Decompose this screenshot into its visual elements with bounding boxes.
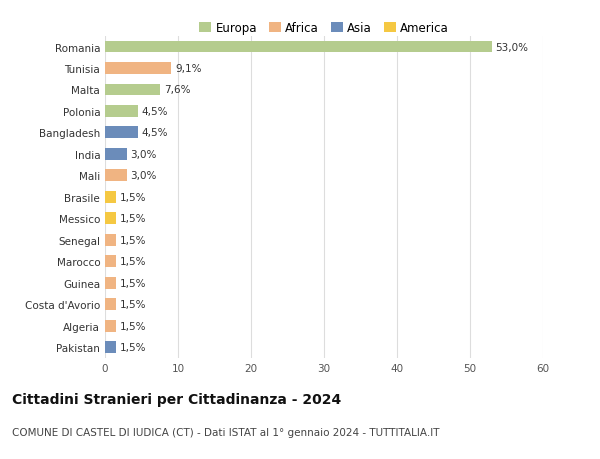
Text: 1,5%: 1,5% [119, 192, 146, 202]
Legend: Europa, Africa, Asia, America: Europa, Africa, Asia, America [194, 17, 454, 40]
Text: 4,5%: 4,5% [142, 128, 168, 138]
Bar [105, 213, 116, 224]
Text: 7,6%: 7,6% [164, 85, 191, 95]
Text: 1,5%: 1,5% [119, 235, 146, 245]
Bar [105, 277, 116, 289]
Bar [105, 84, 160, 96]
Bar [105, 106, 138, 118]
Text: 1,5%: 1,5% [119, 214, 146, 224]
Bar [105, 320, 116, 332]
Bar [105, 127, 138, 139]
Bar [105, 341, 116, 353]
Text: Cittadini Stranieri per Cittadinanza - 2024: Cittadini Stranieri per Cittadinanza - 2… [12, 392, 341, 406]
Text: 1,5%: 1,5% [119, 278, 146, 288]
Bar [105, 256, 116, 268]
Text: 53,0%: 53,0% [496, 42, 529, 52]
Text: 1,5%: 1,5% [119, 342, 146, 353]
Text: 9,1%: 9,1% [175, 64, 202, 74]
Text: 3,0%: 3,0% [131, 150, 157, 160]
Bar [105, 234, 116, 246]
Text: 4,5%: 4,5% [142, 106, 168, 117]
Text: 1,5%: 1,5% [119, 257, 146, 267]
Bar [105, 149, 127, 160]
Text: 3,0%: 3,0% [131, 171, 157, 181]
Bar [105, 63, 172, 75]
Bar [105, 41, 492, 53]
Bar [105, 298, 116, 310]
Text: 1,5%: 1,5% [119, 299, 146, 309]
Text: 1,5%: 1,5% [119, 321, 146, 331]
Bar [105, 191, 116, 203]
Text: COMUNE DI CASTEL DI IUDICA (CT) - Dati ISTAT al 1° gennaio 2024 - TUTTITALIA.IT: COMUNE DI CASTEL DI IUDICA (CT) - Dati I… [12, 427, 439, 437]
Bar [105, 170, 127, 182]
